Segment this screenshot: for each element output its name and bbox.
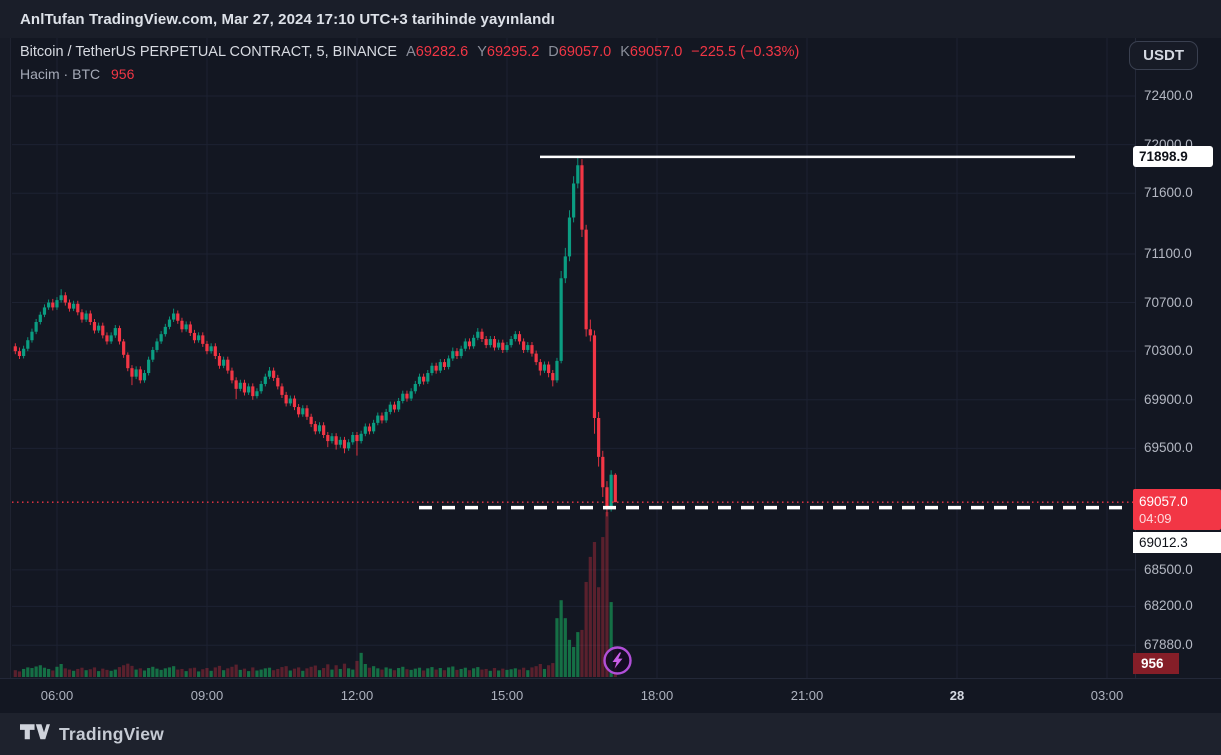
price-tick-label: 70700.0 [1144,294,1193,310]
pane-left-margin [0,38,11,678]
price-tick-label: 68500.0 [1144,561,1193,577]
time-tick-label: 06:00 [40,688,74,703]
legend-volume-row: Hacim · BTC 956 [20,66,799,82]
time-axis[interactable]: 06:00 09:00 12:00 15:00 18:00 21:00 28 03:00 [0,678,1221,712]
volume-study-title[interactable]: Hacim · BTC [20,66,101,82]
tradingview-brand-text[interactable]: TradingView [59,723,164,744]
flash-marker-icon[interactable] [602,645,633,676]
currency-toggle-button[interactable]: USDT [1129,41,1198,70]
ohlc-item: A69282.6 [406,44,469,60]
price-tick-label: 67880.0 [1144,637,1193,653]
price-tick-label: 69500.0 [1144,440,1193,456]
volume-axis-label: 956 [1133,653,1179,674]
published-header: AnlTufan TradingView.com, Mar 27, 2024 1… [0,0,1221,38]
bar-countdown: 04:09 [1139,511,1172,527]
time-tick-label: 21:00 [790,688,824,703]
price-tick-label: 72400.0 [1144,88,1193,103]
price-tick-label: 69900.0 [1144,391,1193,407]
ohlc-item: D69057.0 [548,44,612,60]
price-tick-label: 71600.0 [1144,185,1193,201]
price-tick-label: 70300.0 [1144,343,1193,359]
last-price-label: 69057.0 04:09 [1133,489,1221,531]
price-tick-label: 68200.0 [1144,598,1193,614]
last-price-value: 69057.0 [1139,494,1188,510]
published-info-text: AnlTufan TradingView.com, Mar 27, 2024 1… [20,10,555,28]
ohlc-item: Y69295.2 [477,44,540,60]
time-tick-label: 03:00 [1090,688,1124,703]
footer-bar: TradingView [0,713,1221,755]
level-price-label: 71898.9 [1133,145,1213,167]
time-tick-label: 09:00 [190,688,224,703]
price-chart-canvas[interactable] [0,38,1135,678]
price-change: −225.5 (−0.33%) [691,44,800,60]
volume-study-value: 956 [111,66,135,82]
price-tick-label: 71100.0 [1144,245,1192,261]
price-axis[interactable]: 72400.0 72000.0 71600.0 71100.0 70700.0 70300… [1135,38,1221,678]
chart-pane[interactable] [0,38,1135,678]
symbol-title[interactable]: Bitcoin / TetherUS PERPETUAL CONTRACT, 5… [20,44,398,60]
tradingview-logo-icon[interactable] [20,723,50,746]
time-tick-label: 15:00 [490,688,524,703]
chart-legend: Bitcoin / TetherUS PERPETUAL CONTRACT, 5… [20,44,799,82]
time-tick-label: 28 [949,688,965,703]
time-tick-label: 18:00 [640,688,674,703]
ohlc-values: A69282.6 Y69295.2 D69057.0 K69057.0 [406,44,682,60]
legend-symbol-row: Bitcoin / TetherUS PERPETUAL CONTRACT, 5… [20,44,799,60]
ohlc-item: K69057.0 [620,44,683,60]
time-tick-label: 12:00 [340,688,374,703]
alert-price-label: 69012.3 [1133,532,1221,554]
